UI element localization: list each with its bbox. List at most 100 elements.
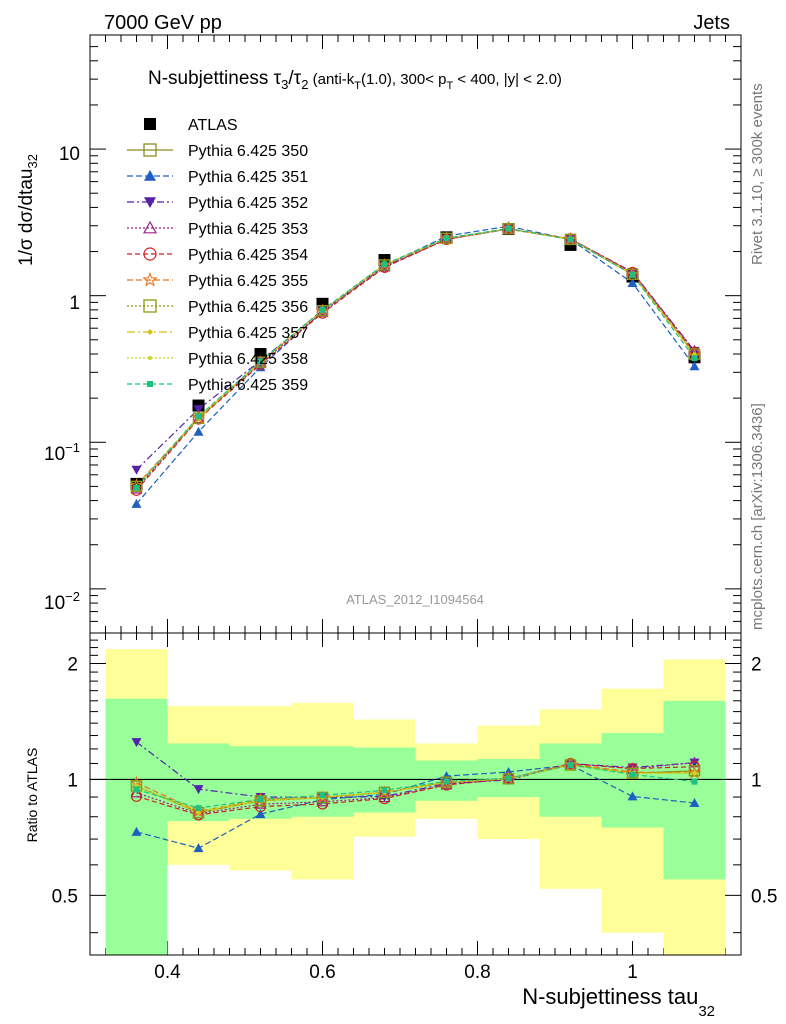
ratio-line-355 [136, 763, 695, 813]
series-point-359 [691, 355, 698, 362]
ratio-point-356 [440, 776, 453, 788]
series-point-356 [378, 259, 391, 271]
series-point-359 [629, 271, 636, 278]
ratio-point-351 [255, 809, 266, 819]
series-point-356 [502, 223, 515, 235]
series-point-351 [689, 361, 700, 371]
series-point-359 [195, 413, 202, 420]
series-point-356 [254, 356, 267, 368]
plot-title: N-subjettiness τ3/τ2 (anti-kT(1.0), 300<… [148, 68, 562, 92]
header-energy-label: 7000 GeV pp [104, 12, 222, 34]
series-line-354 [136, 228, 695, 491]
ratio-tick-label-left: 2 [67, 654, 78, 675]
legend: ATLAS Pythia 6.425 350 Pythia 6.425 351 Pyt… [127, 117, 308, 394]
ratio-line-357 [136, 764, 695, 814]
y-axis-title-top: 1/σ dσ/dtau32 [16, 154, 40, 266]
ratio-tick-label-right: 1 [751, 770, 762, 791]
ratio-inner-band [601, 732, 664, 828]
x-tick-labels: 0.4 0.6 0.8 1 [154, 962, 638, 983]
x-axis-title: N-subjettiness tau32 [522, 984, 715, 1020]
ratio-line-354 [136, 762, 695, 816]
ratio-point-356 [502, 773, 515, 785]
legend-label-359: Pythia 6.425 359 [188, 377, 308, 394]
legend-label-355: Pythia 6.425 355 [188, 273, 308, 290]
ratio-point-359 [319, 792, 326, 799]
ratio-axis-title: Ratio to ATLAS [24, 748, 40, 843]
ratio-tick-label-left: 1 [67, 770, 78, 791]
ratio-point-359 [381, 787, 388, 794]
series-line-359 [136, 227, 695, 489]
ratio-point-351 [131, 826, 142, 836]
ratio-inner-band [229, 746, 292, 819]
legend-label-357: Pythia 6.425 357 [188, 325, 308, 342]
ratio-point-359 [195, 805, 202, 812]
ytick-label-10: 10 [59, 144, 80, 165]
series-point-359 [443, 235, 450, 242]
ratio-point-351 [689, 798, 700, 808]
ratio-point-356 [254, 795, 267, 807]
ratio-point-359 [257, 796, 264, 803]
ratio-point-351 [193, 843, 204, 853]
ratio-point-359 [567, 761, 574, 768]
ratio-uncertainty-bands [105, 649, 726, 955]
ratio-inner-band [539, 743, 602, 817]
ratio-inner-band [353, 747, 416, 813]
legend-marker-atlas [144, 118, 156, 130]
legend-label-350: Pythia 6.425 350 [188, 143, 308, 160]
legend-label-354: Pythia 6.425 354 [188, 247, 308, 264]
legend-label-352: Pythia 6.425 352 [188, 195, 308, 212]
ratio-point-359 [629, 771, 636, 778]
legend-marker-353 [142, 220, 158, 234]
ratio-point-358 [692, 770, 697, 775]
ratio-plot-panel: Ratio to ATLAS 0.5 0.5 1 1 2 2 0.4 0.6 0.8 1 N-s… [24, 632, 777, 1020]
x-tick-label: 1 [627, 962, 638, 983]
legend-marker-357 [147, 329, 153, 335]
series-point-356 [130, 480, 143, 493]
x-tick-label: 0.8 [464, 962, 490, 983]
x-tick-label: 0.6 [309, 962, 335, 983]
series-point-359 [319, 306, 326, 313]
series-point-351 [193, 426, 204, 436]
legend-marker-354 [143, 247, 157, 261]
series-line-352 [136, 228, 695, 471]
series-point-352 [131, 465, 142, 475]
series-point-356 [440, 232, 453, 245]
x-tick-label: 0.4 [154, 962, 181, 983]
ratio-point-359 [443, 778, 450, 785]
legend-label-358: Pythia 6.425 358 [188, 351, 308, 368]
ratio-tick-label-right: 0.5 [751, 886, 777, 907]
ratio-point-359 [505, 775, 512, 782]
ratio-tick-label-right: 2 [751, 654, 762, 675]
main-plot-ticks [89, 34, 742, 955]
series-point-356 [626, 268, 639, 280]
ratio-point-352 [193, 785, 204, 795]
ratio-point-352 [689, 758, 700, 768]
ratio-tick-label-left: 0.5 [52, 886, 78, 907]
ratio-point-359 [691, 778, 698, 785]
series-point-356 [564, 233, 577, 246]
ratio-point-351 [627, 791, 638, 801]
ratio-plot-series [129, 738, 702, 853]
legend-marker-350 [143, 143, 157, 157]
legend-label-atlas: ATLAS [188, 117, 238, 134]
series-point-356 [316, 305, 329, 317]
legend-marker-358 [148, 356, 152, 360]
series-point-359 [505, 225, 512, 232]
main-plot-series [129, 221, 702, 508]
ratio-inner-band [663, 700, 726, 880]
legend-label-351: Pythia 6.425 351 [188, 169, 308, 186]
ratio-point-352 [131, 738, 142, 748]
ratio-line-359 [136, 764, 695, 809]
rivet-version-label: Rivet 3.1.10, ≥ 300k events [749, 83, 766, 265]
ratio-line-358 [136, 764, 695, 813]
legend-marker-356 [143, 299, 157, 313]
series-point-351 [627, 278, 638, 288]
ratio-inner-band [105, 698, 168, 955]
ratio-point-356 [626, 767, 639, 779]
header-category-label: Jets [693, 12, 730, 34]
series-point-356 [192, 412, 205, 424]
series-point-359 [257, 358, 264, 365]
legend-marker-351 [144, 170, 156, 181]
ytick-label-0.1: 10−1 [44, 440, 80, 465]
